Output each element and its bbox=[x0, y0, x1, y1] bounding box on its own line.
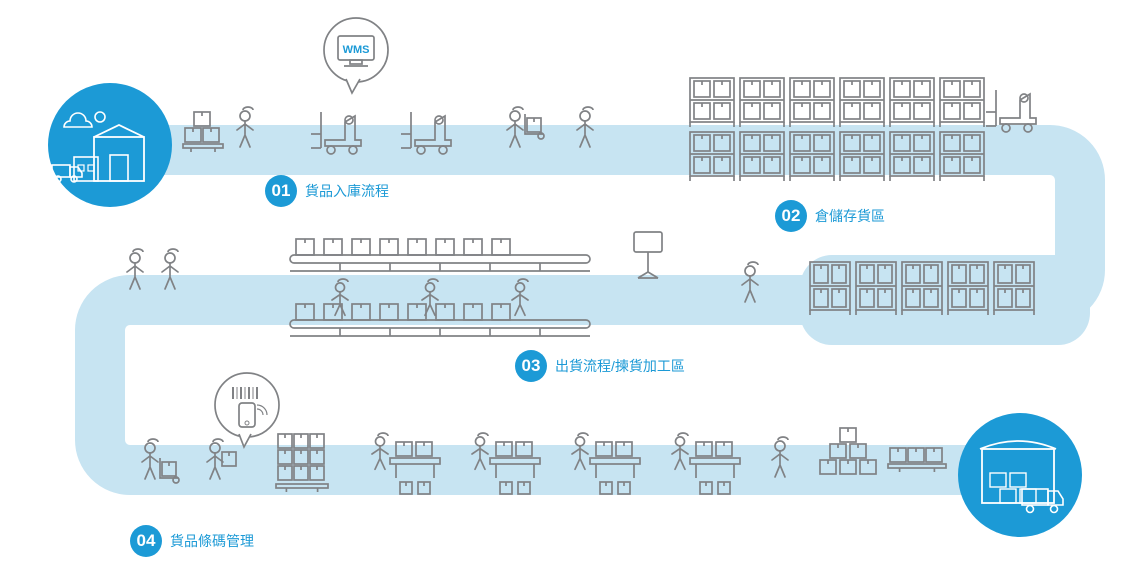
terminal-end bbox=[958, 413, 1082, 537]
rack-icon bbox=[790, 78, 834, 127]
conveyor-icon bbox=[290, 239, 590, 271]
step-03: 03 出貨流程/揀貨加工區 bbox=[515, 350, 685, 382]
step-01-badge: 01 bbox=[265, 175, 297, 207]
rack-icon bbox=[690, 78, 734, 127]
sign-board-icon bbox=[634, 232, 662, 278]
wms-label: WMS bbox=[343, 44, 370, 56]
terminal-start bbox=[48, 83, 172, 207]
step-04: 04 貨品條碼管理 bbox=[130, 525, 254, 557]
step-04-label: 貨品條碼管理 bbox=[170, 531, 254, 551]
wms-bubble-icon: WMS bbox=[324, 18, 388, 93]
step-03-label: 出貨流程/揀貨加工區 bbox=[555, 356, 685, 376]
step-04-badge: 04 bbox=[130, 525, 162, 557]
step-02: 02 倉儲存貨區 bbox=[775, 200, 885, 232]
step-01-label: 貨品入庫流程 bbox=[305, 181, 389, 201]
step-02-label: 倉儲存貨區 bbox=[815, 206, 885, 226]
rack-icon bbox=[890, 78, 934, 127]
scanner-bubble-icon bbox=[215, 373, 279, 447]
rack-icon bbox=[840, 78, 884, 127]
step-01: 01 貨品入庫流程 bbox=[265, 175, 389, 207]
step-02-num: 02 bbox=[782, 206, 801, 226]
flow-bulge bbox=[800, 255, 1090, 345]
step-02-badge: 02 bbox=[775, 200, 807, 232]
step-01-num: 01 bbox=[272, 181, 291, 201]
step-03-badge: 03 bbox=[515, 350, 547, 382]
step-03-num: 03 bbox=[522, 356, 541, 376]
step-04-num: 04 bbox=[137, 531, 156, 551]
rack-icon bbox=[740, 78, 784, 127]
rack-icon bbox=[940, 78, 984, 127]
